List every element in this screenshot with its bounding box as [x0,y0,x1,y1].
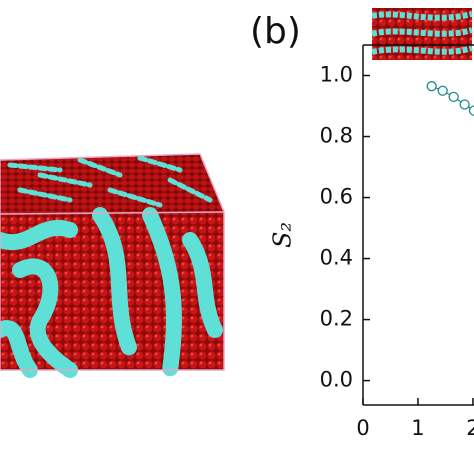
simulation-box [0,153,225,378]
data-point [459,99,470,110]
y-tick-label: 0.6 [320,185,353,209]
y-tick-label: 0.8 [320,124,353,148]
x-tick-label: 0 [356,416,369,440]
y-tick-label: 0.0 [320,368,353,392]
x-tick-label: 1 [411,416,424,440]
data-point [426,81,437,92]
data-point [437,85,448,96]
y-tick-label: 0.2 [320,307,353,331]
x-tick-label: 2 [466,416,474,440]
data-point [468,105,474,116]
panel-label: (b) [250,11,301,52]
y-tick-label: 0.4 [320,246,353,270]
y-tick-label: 1.0 [320,63,353,87]
data-point [448,91,459,103]
inset-image [371,8,473,60]
y-axis-label: S₂ [269,222,297,248]
